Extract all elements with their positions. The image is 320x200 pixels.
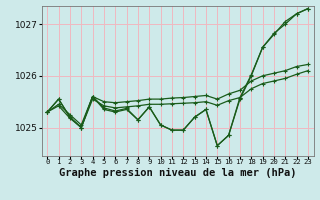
X-axis label: Graphe pression niveau de la mer (hPa): Graphe pression niveau de la mer (hPa): [59, 168, 296, 178]
